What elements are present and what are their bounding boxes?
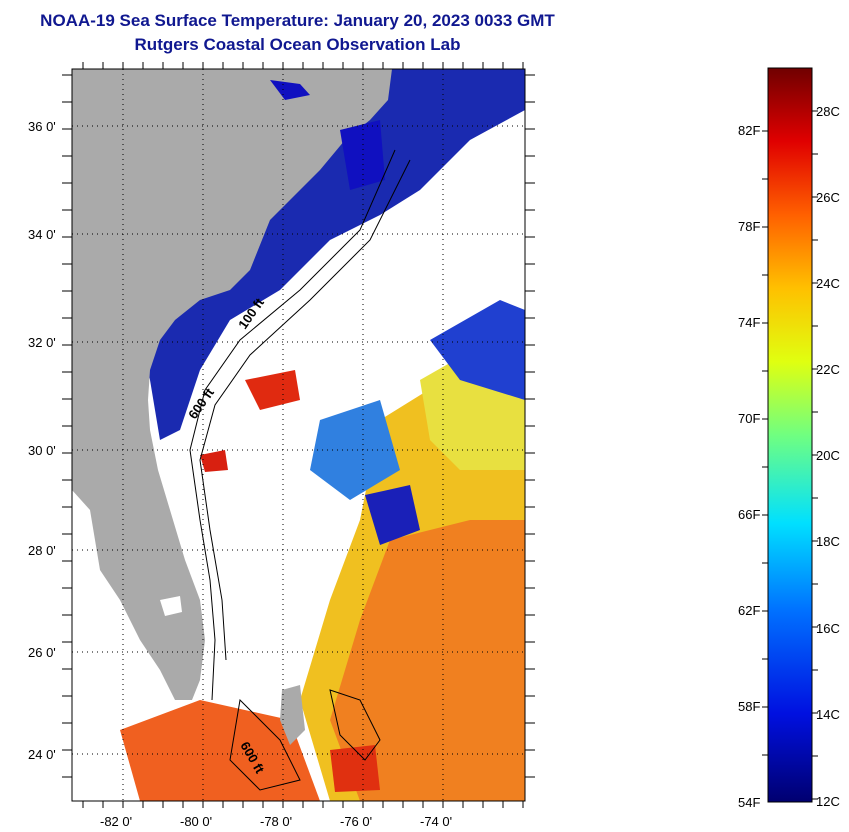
colorbar-f-label: 74F bbox=[738, 315, 760, 330]
map-frame bbox=[71, 68, 526, 802]
colorbar-c-label: 12C bbox=[816, 794, 840, 809]
lon-tick-label: -82 0' bbox=[100, 814, 132, 829]
gulf-hot-region bbox=[120, 700, 320, 801]
colorbar-c-label: 16C bbox=[816, 621, 840, 636]
colorbar-f-label: 66F bbox=[738, 507, 760, 522]
colorbar-f-label: 58F bbox=[738, 699, 760, 714]
colorbar-ticks bbox=[762, 110, 818, 800]
map-plot-area: 100 ft 600 ft 600 ft bbox=[72, 69, 525, 801]
lon-tick-label: -74 0' bbox=[420, 814, 452, 829]
lat-tick-label: 36 0' bbox=[28, 119, 56, 134]
blue-offshore bbox=[430, 300, 525, 400]
title-line-1: NOAA-19 Sea Surface Temperature: January… bbox=[40, 11, 555, 30]
isobath-contour-3 bbox=[229, 698, 301, 791]
colorbar-c-label: 18C bbox=[816, 534, 840, 549]
hot-water-region bbox=[330, 520, 525, 801]
title-line-2: Rutgers Coastal Ocean Observation Lab bbox=[134, 35, 461, 54]
graticule bbox=[72, 69, 525, 801]
red-patch-2 bbox=[200, 450, 228, 472]
colorbar-c-label: 28C bbox=[816, 104, 840, 119]
lat-tick-labels: 36 0' 34 0' 32 0' 30 0' 28 0' 26 0' 24 0… bbox=[28, 119, 56, 762]
colorbar-c-label: 20C bbox=[816, 448, 840, 463]
colorbar-c-label: 24C bbox=[816, 276, 840, 291]
colorbar-f-label: 54F bbox=[738, 795, 760, 810]
colorbar-f-label: 62F bbox=[738, 603, 760, 618]
lat-tick-label: 28 0' bbox=[28, 543, 56, 558]
land-mainland bbox=[72, 69, 392, 700]
lon-tick-label: -78 0' bbox=[260, 814, 292, 829]
land-lake-okeechobee bbox=[160, 596, 182, 616]
colorbar-c-label: 26C bbox=[816, 190, 840, 205]
lat-tick-label: 24 0' bbox=[28, 747, 56, 762]
frame-ticks bbox=[62, 62, 535, 808]
cold-patch-2 bbox=[365, 485, 420, 545]
lon-tick-labels: -82 0' -80 0' -78 0' -76 0' -74 0' bbox=[100, 814, 452, 829]
lon-tick-label: -80 0' bbox=[180, 814, 212, 829]
cool-patch bbox=[310, 400, 400, 500]
colorbar-f-label: 82F bbox=[738, 123, 760, 138]
red-patch-3 bbox=[330, 745, 380, 792]
red-patch-1 bbox=[245, 370, 300, 410]
isobath-contour-4 bbox=[329, 689, 381, 761]
cold-coastal-water bbox=[72, 69, 525, 440]
inland-water-bay bbox=[270, 80, 310, 100]
lat-tick-label: 32 0' bbox=[28, 335, 56, 350]
lat-tick-label: 26 0' bbox=[28, 645, 56, 660]
lon-tick-label: -76 0' bbox=[340, 814, 372, 829]
map-title: NOAA-19 Sea Surface Temperature: January… bbox=[0, 9, 595, 57]
colorbar-f-label: 78F bbox=[738, 219, 760, 234]
isobath-contour bbox=[189, 149, 396, 701]
colorbar: 82F 78F 74F 70F 66F 62F 58F 54F 28C 26C … bbox=[738, 67, 840, 810]
isobath-contour-2 bbox=[199, 159, 411, 661]
colorbar-f-label: 70F bbox=[738, 411, 760, 426]
lat-tick-label: 34 0' bbox=[28, 227, 56, 242]
colorbar-gradient bbox=[767, 67, 813, 803]
land-andros bbox=[280, 685, 305, 745]
lat-tick-label: 30 0' bbox=[28, 443, 56, 458]
colorbar-c-label: 22C bbox=[816, 362, 840, 377]
colorbar-c-label: 14C bbox=[816, 707, 840, 722]
